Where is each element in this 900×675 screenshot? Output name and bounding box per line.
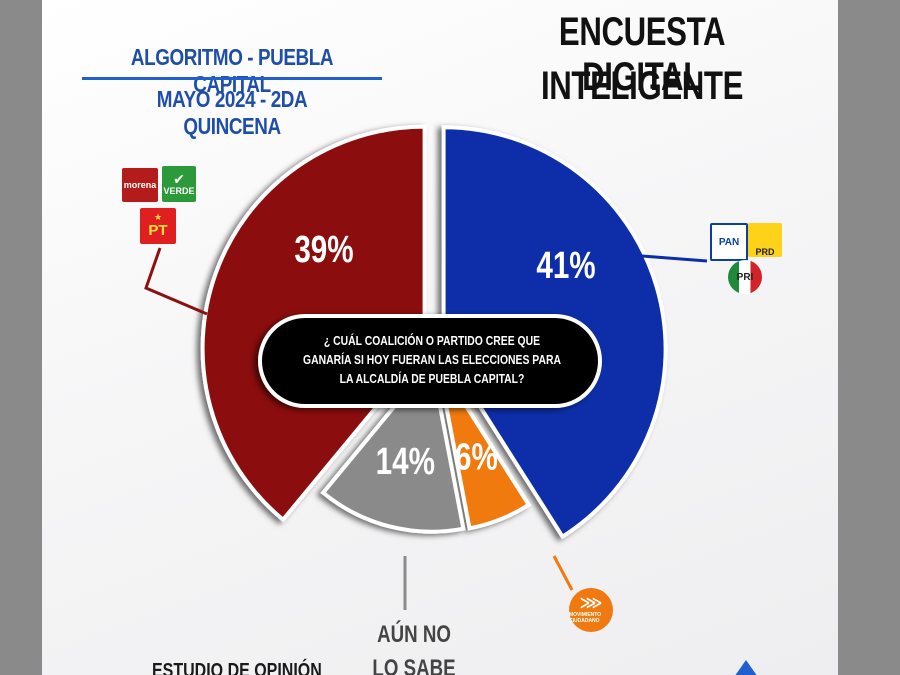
subtitle-line-1: ALGORITMO - PUEBLA CAPITAL: [130, 44, 334, 97]
slice-caption: AÚN NO: [377, 620, 451, 648]
slice-caption: LO SABE: [372, 655, 455, 675]
leader-line: [144, 247, 208, 316]
question-box: [258, 314, 602, 408]
slice-value-label: 6%: [455, 436, 498, 478]
slice-value-label: 39%: [294, 229, 353, 271]
star-icon: ★: [153, 212, 163, 222]
pt-logo-text: PT: [148, 222, 168, 239]
title-line-1: ENCUESTA DIGITAL: [558, 10, 726, 99]
question-text-line: ¿ CUÁL COALICIÓN O PARTIDO CREE QUE: [324, 334, 540, 348]
verde-logo: ✔ VERDE: [162, 166, 196, 202]
question-text-line: GANARÍA SI HOY FUERAN LAS ELECCIONES PAR…: [303, 353, 561, 367]
pie-chart: 41% 6% 14% 39% AÚN NO LO SABE ¿ CUÁL COALICIÓN…: [144, 124, 708, 675]
pt-logo: ★ PT: [140, 208, 176, 244]
leader-line: [641, 254, 708, 263]
slice-value-label: 41%: [536, 245, 595, 287]
subtitle-divider: [82, 77, 382, 80]
prd-logo: PRD: [748, 223, 782, 257]
subtitle-line-2: MAYO 2024 - 2DA QUINCENA: [156, 86, 308, 139]
question-text-line: LA ALCALDÍA DE PUEBLA CAPITAL?: [340, 372, 525, 386]
pri-logo-text: PRI: [736, 271, 754, 283]
slice-value-label: 14%: [376, 440, 435, 482]
movimiento-ciudadano-logo: ⋙ MOVIMIENTO CIUDADANO: [569, 588, 613, 632]
eagle-icon: ⋙: [579, 595, 603, 612]
mc-logo-text: MOVIMIENTO CIUDADANO: [569, 612, 602, 624]
footer-left-text: ESTUDIO DE OPINIÓN: [152, 660, 322, 675]
verde-logo-text: VERDE: [163, 186, 195, 196]
poll-infographic: 41% 6% 14% 39% AÚN NO LO SABE ¿ CUÁL COALICIÓN…: [42, 0, 838, 675]
pan-logo: PAN: [710, 223, 748, 261]
prd-logo-text: PRD: [755, 247, 775, 257]
morena-logo: morena: [122, 168, 158, 202]
pan-logo-text: PAN: [718, 236, 740, 248]
title-line-2: INTELIGENTE: [541, 64, 743, 108]
leader-line: [552, 555, 574, 591]
toucan-icon: ✔: [173, 171, 185, 187]
brand-triangle-icon: [732, 660, 760, 675]
pri-logo: PRI: [728, 260, 762, 294]
morena-logo-text: morena: [123, 180, 157, 190]
